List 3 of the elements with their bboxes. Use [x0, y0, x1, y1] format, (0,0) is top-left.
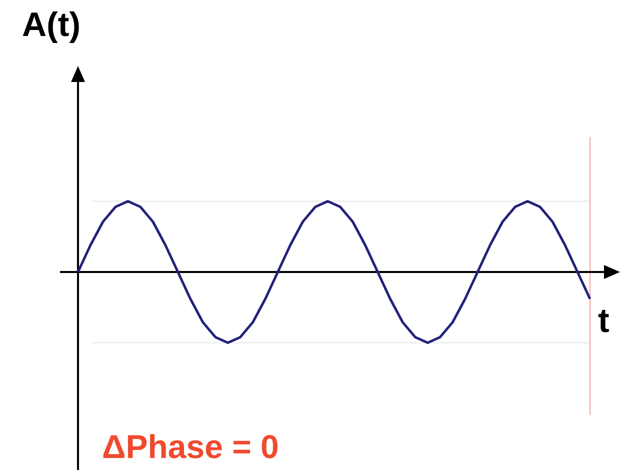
y-axis-title: A(t): [22, 6, 81, 45]
x-axis-title: t: [598, 302, 610, 341]
text: ΔPhase = 0: [102, 428, 279, 466]
